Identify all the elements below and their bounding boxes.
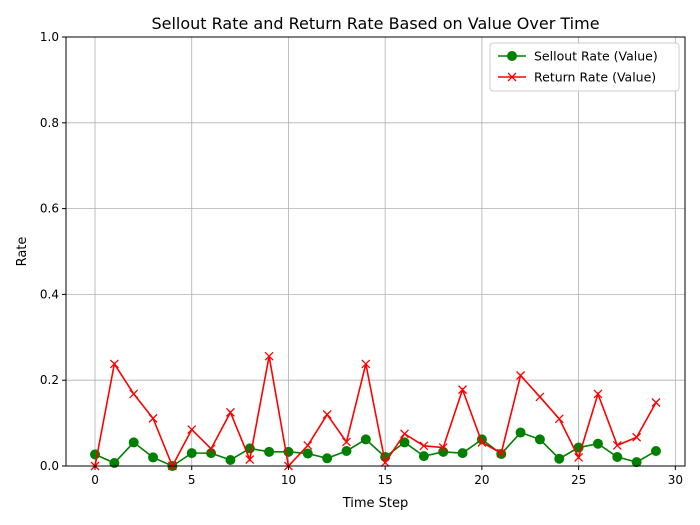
legend-label: Return Rate (Value): [534, 70, 656, 85]
data-point: [438, 446, 449, 457]
series-layer: [90, 351, 661, 471]
data-point: [341, 445, 352, 456]
x-tick-label: 10: [281, 473, 296, 487]
data-point: [592, 438, 603, 449]
data-point: [400, 429, 409, 439]
data-point: [612, 440, 622, 450]
legend-marker: [507, 72, 517, 82]
data-point: [651, 398, 661, 407]
series-line: [94, 356, 657, 468]
data-point: [632, 432, 642, 442]
data-point: [302, 448, 313, 459]
data-point: [264, 351, 274, 361]
data-point: [129, 389, 139, 399]
data-point: [650, 445, 661, 456]
plot-frame: [65, 36, 686, 467]
data-point: [418, 451, 429, 462]
data-point: [361, 359, 371, 369]
legend: Sellout Rate (Value) Return Rate (Value): [489, 42, 680, 92]
x-tick-label: 30: [668, 473, 683, 487]
legend-item: Sellout Rate (Value): [498, 49, 658, 64]
data-point: [148, 452, 159, 463]
data-point: [206, 448, 217, 459]
y-tick-label: 0.2: [40, 373, 59, 387]
data-point: [419, 441, 429, 451]
data-point: [109, 457, 120, 468]
y-tick-label: 0.8: [40, 116, 59, 130]
y-axis-label: Rate: [15, 237, 30, 267]
data-point: [109, 359, 119, 369]
data-point: [187, 425, 197, 434]
data-point: [438, 443, 448, 453]
data-point: [515, 427, 526, 438]
y-tick-label: 0.6: [40, 202, 59, 216]
axis-ticks: 0 5 10 15 20 25 30 0.0 0.2 0.4 0.6 0.8 1.0: [40, 30, 683, 487]
data-point: [322, 410, 332, 419]
data-point: [554, 453, 565, 464]
data-point: [148, 413, 158, 423]
legend-item: Return Rate (Value): [498, 70, 656, 85]
data-point: [496, 448, 506, 458]
y-tick-label: 0.4: [40, 287, 59, 301]
data-point: [458, 385, 468, 395]
data-point: [574, 452, 584, 462]
x-tick-label: 5: [188, 473, 196, 487]
x-tick-label: 15: [378, 473, 393, 487]
data-point: [457, 448, 468, 459]
y-tick-label: 0.0: [40, 459, 59, 473]
data-point: [225, 454, 236, 465]
data-point: [380, 458, 390, 468]
data-point: [631, 457, 642, 468]
data-point: [516, 371, 526, 380]
data-point: [303, 440, 313, 450]
data-point: [264, 446, 275, 457]
x-axis-label: Time Step: [342, 496, 409, 511]
data-point: [342, 437, 351, 447]
legend-box: [489, 42, 680, 92]
data-point: [206, 444, 216, 454]
data-point: [128, 437, 139, 448]
data-point: [186, 448, 197, 459]
data-point: [554, 414, 564, 424]
data-point: [245, 455, 255, 465]
x-tick-label: 25: [571, 473, 586, 487]
data-point: [593, 389, 603, 399]
data-point: [534, 434, 545, 445]
legend-marker: [507, 51, 517, 61]
data-point: [612, 451, 623, 462]
data-point: [535, 392, 545, 402]
data-point: [225, 407, 235, 417]
series-sellout-rate: [90, 427, 661, 471]
y-tick-label: 1.0: [40, 30, 59, 44]
series-return-rate: [90, 351, 661, 471]
data-point: [360, 434, 371, 445]
x-tick-label: 0: [91, 473, 99, 487]
x-tick-label: 20: [474, 473, 489, 487]
legend-label: Sellout Rate (Value): [534, 49, 658, 64]
data-point: [322, 453, 333, 464]
data-point: [399, 437, 410, 448]
data-point: [477, 437, 487, 447]
chart-title: Sellout Rate and Return Rate Based on Va…: [151, 14, 599, 33]
